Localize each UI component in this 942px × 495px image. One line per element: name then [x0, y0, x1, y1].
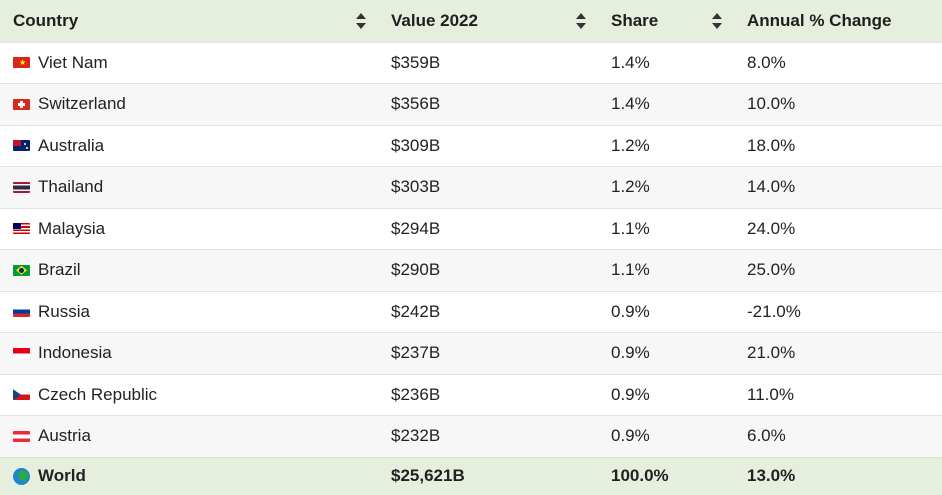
share-cell: 1.4%	[611, 52, 650, 72]
country-cell: Brazil	[0, 250, 376, 292]
table-row: Austria $232B 0.9% 6.0%	[0, 415, 942, 458]
change-cell: 14.0%	[747, 177, 796, 197]
value-cell: $309B	[391, 135, 441, 155]
country-cell: ★ Viet Nam	[0, 42, 376, 84]
change-cell: 10.0%	[747, 94, 796, 114]
change-cell: 25.0%	[747, 260, 796, 280]
country-cell: Czech Republic	[0, 374, 376, 416]
russia-flag-icon	[13, 306, 30, 318]
country-cell: Thailand	[0, 167, 376, 209]
value-cell: $294B	[391, 218, 441, 238]
country-name[interactable]: Russia	[38, 301, 90, 321]
value-cell: $359B	[391, 52, 441, 72]
total-country: World	[38, 466, 86, 486]
sort-icon[interactable]	[576, 13, 586, 29]
table-row: ★ Viet Nam $359B 1.4% 8.0%	[0, 42, 942, 84]
value-cell: $303B	[391, 177, 441, 197]
country-name[interactable]: Viet Nam	[38, 52, 108, 72]
czech-flag-icon	[13, 389, 30, 401]
share-cell: 1.1%	[611, 218, 650, 238]
header-change[interactable]: Annual % Change	[732, 0, 942, 42]
change-cell: 18.0%	[747, 135, 796, 155]
indonesia-flag-icon	[13, 347, 30, 359]
country-name[interactable]: Australia	[38, 135, 105, 155]
switzerland-flag-icon	[13, 98, 30, 110]
change-cell: 6.0%	[747, 426, 786, 446]
table-row: Thailand $303B 1.2% 14.0%	[0, 166, 942, 209]
country-cell: Switzerland	[0, 84, 376, 126]
table-row: Switzerland $356B 1.4% 10.0%	[0, 83, 942, 126]
share-cell: 0.9%	[611, 426, 650, 446]
share-cell: 1.4%	[611, 94, 650, 114]
austria-flag-icon	[13, 430, 30, 442]
country-name[interactable]: Switzerland	[38, 94, 126, 114]
country-name[interactable]: Thailand	[38, 177, 104, 197]
share-cell: 0.9%	[611, 384, 650, 404]
country-name[interactable]: Malaysia	[38, 218, 106, 238]
change-cell: 8.0%	[747, 52, 786, 72]
country-cell: Malaysia	[0, 208, 376, 250]
total-change: 13.0%	[747, 466, 796, 486]
header-row: Country Value 2022 Share Annual % Change	[0, 0, 942, 42]
table-row: Russia $242B 0.9% -21.0%	[0, 291, 942, 333]
total-value: $25,621B	[391, 466, 465, 486]
table-row: Australia $309B 1.2% 18.0%	[0, 125, 942, 167]
header-country-label: Country	[13, 10, 79, 30]
sort-icon[interactable]	[712, 13, 722, 29]
globe-icon	[13, 467, 30, 485]
country-name[interactable]: Austria	[38, 426, 91, 446]
table-row: Brazil $290B 1.1% 25.0%	[0, 249, 942, 292]
value-cell: $237B	[391, 343, 441, 363]
change-cell: -21.0%	[747, 301, 801, 321]
country-name[interactable]: Indonesia	[38, 343, 112, 363]
vietnam-flag-icon: ★	[13, 57, 30, 69]
header-value[interactable]: Value 2022	[376, 0, 596, 42]
country-cell: Australia	[0, 125, 376, 167]
total-country-cell: World	[0, 457, 376, 495]
header-country[interactable]: Country	[0, 0, 376, 42]
table-row: Malaysia $294B 1.1% 24.0%	[0, 208, 942, 250]
share-cell: 0.9%	[611, 301, 650, 321]
header-share[interactable]: Share	[596, 0, 732, 42]
value-cell: $242B	[391, 301, 441, 321]
change-cell: 24.0%	[747, 218, 796, 238]
brazil-flag-icon	[13, 264, 30, 276]
share-cell: 1.1%	[611, 260, 650, 280]
total-row: World $25,621B 100.0% 13.0%	[0, 457, 942, 495]
table-row: Indonesia $237B 0.9% 21.0%	[0, 332, 942, 375]
value-cell: $356B	[391, 94, 441, 114]
share-cell: 1.2%	[611, 177, 650, 197]
thailand-flag-icon	[13, 181, 30, 193]
value-cell: $232B	[391, 426, 441, 446]
country-name[interactable]: Czech Republic	[38, 384, 158, 404]
country-cell: Indonesia	[0, 333, 376, 375]
header-share-label: Share	[611, 10, 659, 30]
value-cell: $236B	[391, 384, 441, 404]
malaysia-flag-icon	[13, 223, 30, 235]
share-cell: 0.9%	[611, 343, 650, 363]
share-cell: 1.2%	[611, 135, 650, 155]
country-cell: Russia	[0, 291, 376, 333]
header-value-label: Value 2022	[391, 10, 478, 30]
country-name[interactable]: Brazil	[38, 260, 81, 280]
header-change-label: Annual % Change	[747, 10, 892, 30]
sort-icon[interactable]	[356, 13, 366, 29]
value-cell: $290B	[391, 260, 441, 280]
total-share: 100.0%	[611, 466, 669, 486]
change-cell: 11.0%	[747, 384, 794, 404]
country-cell: Austria	[0, 416, 376, 458]
change-cell: 21.0%	[747, 343, 796, 363]
australia-flag-icon	[13, 140, 30, 152]
table-row: Czech Republic $236B 0.9% 11.0%	[0, 374, 942, 416]
